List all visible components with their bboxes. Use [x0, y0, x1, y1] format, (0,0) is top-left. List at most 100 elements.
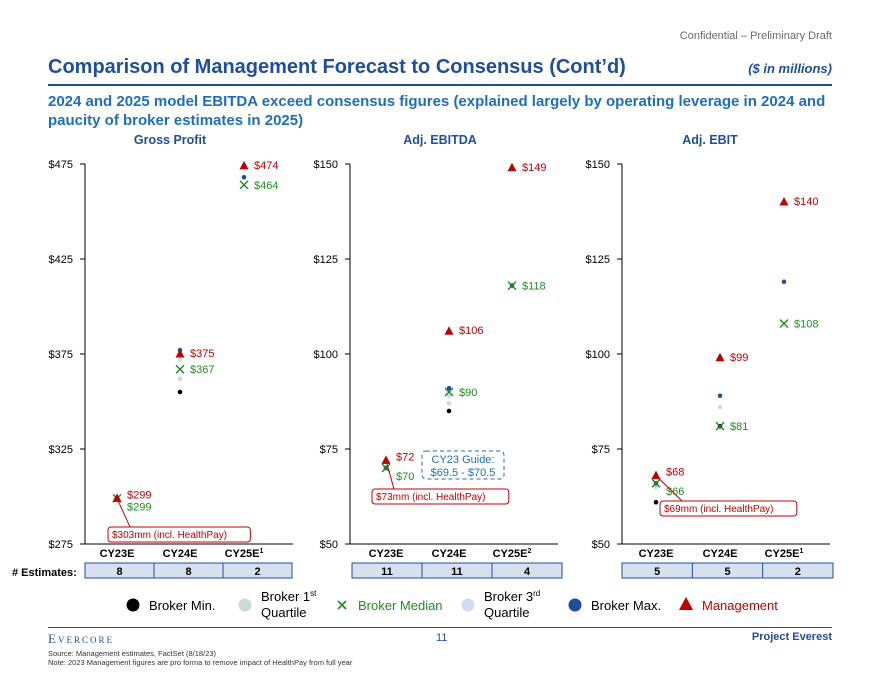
- y-tick-label: $150: [314, 159, 338, 171]
- chart-title: Gross Profit: [134, 133, 207, 147]
- median-data-label: $367: [190, 364, 214, 376]
- y-tick-label: $75: [592, 444, 610, 456]
- legend-label: Broker Median: [358, 598, 443, 613]
- legend-broker-q1-marker: [238, 598, 252, 612]
- healthpay-callout-text: $69mm (incl. HealthPay): [664, 504, 773, 515]
- x-tick-label: CY24E: [163, 548, 198, 560]
- y-tick-label: $50: [592, 539, 610, 551]
- estimates-box: [351, 562, 563, 579]
- legend-broker-max-marker: [568, 598, 582, 612]
- median-data-label: $81: [730, 421, 748, 433]
- broker-median-point: [239, 180, 249, 190]
- estimate-count: 2: [254, 566, 260, 578]
- x-tick-label: CY25E1: [225, 548, 264, 560]
- broker-median-point: [779, 319, 789, 329]
- y-tick-label: $75: [320, 444, 338, 456]
- y-tick-label: $375: [49, 349, 73, 361]
- legend-label-line2: Quartile: [484, 605, 530, 620]
- legend-label: Broker Max.: [591, 598, 661, 613]
- broker-max-point: [241, 175, 247, 180]
- chart-title: Adj. EBITDA: [403, 133, 477, 147]
- median-data-label: $90: [459, 387, 477, 399]
- footer-divider: [48, 627, 832, 628]
- healthpay-callout-box: [659, 500, 798, 517]
- management-point: [175, 349, 185, 358]
- management-point: [715, 352, 725, 362]
- legend-label-line2: Quartile: [261, 605, 307, 620]
- broker-q1-point: [446, 401, 452, 406]
- footnote: Note: 2023 Management figures are pro fo…: [48, 658, 353, 667]
- management-data-label: $72: [396, 451, 414, 463]
- source-note: Source: Management estimates, FactSet (8…: [48, 649, 216, 658]
- healthpay-callout-box: [371, 488, 510, 505]
- y-tick-label: $100: [314, 349, 338, 361]
- title-divider: [48, 84, 832, 86]
- management-data-label: $140: [794, 196, 818, 208]
- estimates-label: # Estimates:: [12, 567, 77, 579]
- x-tick-label: CY24E: [432, 548, 467, 560]
- management-data-label: $68: [666, 467, 684, 479]
- median-data-label: $299: [127, 501, 151, 513]
- evercore-logo: Evercore: [48, 631, 114, 646]
- y-tick-label: $475: [49, 159, 73, 171]
- management-point: [381, 455, 391, 464]
- guide-value: $69.5 - $70.5: [431, 467, 496, 479]
- x-tick-label: CY24E: [703, 548, 738, 560]
- management-point: [651, 470, 661, 480]
- x-tick-label: CY25E2: [493, 548, 532, 560]
- broker-median-point: [715, 421, 725, 431]
- y-tick-label: $150: [586, 159, 610, 171]
- chart-title: Adj. EBIT: [682, 133, 738, 147]
- page-number: 11: [436, 632, 448, 644]
- management-data-label: $99: [730, 352, 748, 364]
- x-tick-label: CY23E: [639, 548, 674, 560]
- legend-label: Management: [702, 598, 778, 613]
- median-data-label: $464: [254, 180, 278, 192]
- management-data-label: $474: [254, 160, 278, 172]
- management-point: [112, 493, 122, 502]
- estimate-count: 5: [724, 566, 730, 578]
- healthpay-callout-box: [107, 526, 251, 543]
- broker-q1-point: [653, 484, 659, 490]
- guide-box: [421, 450, 505, 480]
- management-data-label: $149: [522, 162, 546, 174]
- median-data-label: $118: [522, 281, 546, 293]
- broker-max-point: [446, 385, 452, 391]
- broker-min-point: [446, 408, 452, 414]
- broker-max-point: [717, 393, 723, 399]
- estimate-count: 5: [654, 566, 660, 578]
- y-tick-label: $50: [320, 539, 338, 551]
- broker-min-point: [177, 389, 183, 395]
- y-tick-label: $125: [314, 254, 338, 266]
- management-point: [779, 197, 789, 206]
- management-point: [239, 160, 249, 170]
- legend-broker-min-marker: [126, 598, 140, 612]
- y-tick-label: $100: [586, 349, 610, 361]
- broker-max-point: [781, 279, 787, 285]
- chart-adj-ebitda: Adj. EBITDA $150 $125 $100 $75 $50 CY23E CY24E C…: [314, 133, 563, 579]
- guide-label: CY23 Guide:: [432, 454, 495, 466]
- healthpay-callout-text: $73mm (incl. HealthPay): [376, 492, 485, 503]
- broker-q3-point: [177, 357, 183, 363]
- y-tick-label: $325: [49, 444, 73, 456]
- management-data-label: $375: [190, 348, 214, 360]
- broker-median-point: [507, 281, 517, 291]
- confidential-label: Confidential – Preliminary Draft: [679, 30, 832, 42]
- y-tick-label: $275: [49, 539, 73, 551]
- chart-adj-ebit: Adj. EBIT $150 $125 $100 $75 $50 CY23E CY24E CY2…: [586, 133, 834, 579]
- broker-median-point: [444, 387, 454, 397]
- project-name: Project Everest: [751, 631, 832, 643]
- broker-median-point: [651, 478, 661, 488]
- broker-median-point: [175, 364, 185, 374]
- forecast-charts: # Estimates: Gross Profit $475 $425 $375 $325…: [12, 133, 834, 579]
- broker-q3-point: [446, 393, 452, 399]
- estimate-count: 11: [381, 566, 393, 578]
- page-subtitle: 2024 and 2025 model EBITDA exceed consen…: [48, 93, 826, 129]
- management-point: [444, 326, 454, 335]
- management-data-label: $299: [127, 489, 151, 501]
- estimates-box: [621, 562, 834, 579]
- healthpay-callout-text: $303mm (incl. HealthPay): [112, 530, 227, 541]
- median-data-label: $108: [794, 319, 818, 331]
- legend-broker-median-marker: [337, 600, 347, 610]
- broker-min-point: [653, 499, 659, 505]
